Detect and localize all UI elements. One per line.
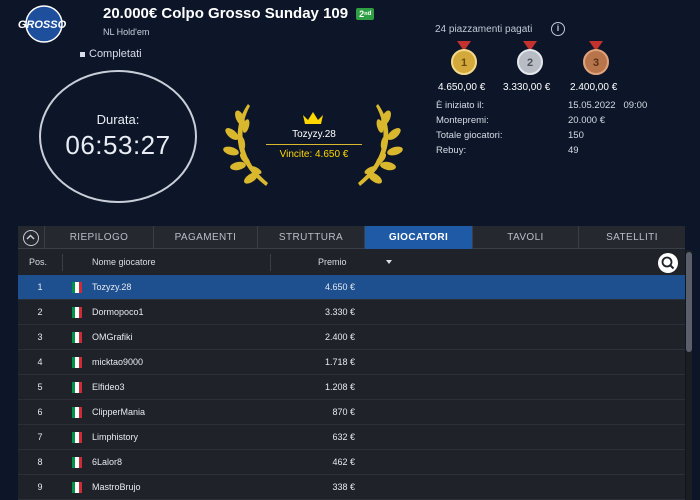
paid-places-label: 24 piazzamenti pagati	[435, 24, 533, 35]
italy-flag-icon	[72, 382, 82, 393]
laurel-wreath-icon	[223, 104, 403, 186]
tab-riepilogo[interactable]: RIEPILOGO	[44, 226, 153, 249]
tournament-info: È iniziato il: 15.05.2022 09:00 Monteprem…	[436, 100, 666, 160]
table-row[interactable]: 3 OMGrafiki 2.400 €	[18, 325, 685, 350]
players-table: 1 Tozyzy.28 4.650 € 2 Dormopoco1 3.330 €…	[18, 275, 685, 500]
table-row[interactable]: 1 Tozyzy.28 4.650 €	[18, 275, 685, 300]
search-icon	[661, 256, 675, 270]
first-prize-amount: 4.650,00 €	[438, 82, 486, 93]
info-row-rebuy: Rebuy: 49	[436, 145, 579, 156]
table-header: Pos. Nome giocatore Premio	[18, 251, 685, 274]
game-type: NL Hold'em	[103, 27, 150, 37]
info-row-start: È iniziato il: 15.05.2022 09:00	[436, 100, 648, 111]
duration-value: 06:53:27	[65, 130, 171, 160]
col-divider	[270, 254, 271, 271]
col-prize[interactable]: Premio	[318, 257, 347, 267]
table-row[interactable]: 6 ClipperMania 870 €	[18, 400, 685, 425]
silver-medal-icon: 2	[517, 41, 543, 75]
table-row[interactable]: 9 MastroBrujo 338 €	[18, 475, 685, 500]
winner-prize: Vincite: 4.650 €	[279, 149, 349, 160]
third-prize-amount: 2.400,00 €	[570, 82, 618, 93]
table-row[interactable]: 4 micktao9000 1.718 €	[18, 350, 685, 375]
svg-text:GROSSO: GROSSO	[18, 19, 67, 31]
tab-giocatori[interactable]: GIOCATORI	[364, 226, 472, 249]
italy-flag-icon	[72, 307, 82, 318]
tab-tavoli[interactable]: TAVOLI	[472, 226, 578, 249]
svg-text:2: 2	[527, 57, 533, 69]
winner-name: Tozyzy.28	[292, 129, 336, 140]
search-button[interactable]	[658, 253, 678, 273]
tournament-title: 20.000€ Colpo Grosso Sunday 109 2ⁿᵈ	[103, 5, 375, 22]
table-scrollbar[interactable]	[686, 250, 692, 500]
svg-text:1: 1	[461, 57, 467, 69]
italy-flag-icon	[72, 432, 82, 443]
svg-text:3: 3	[593, 57, 599, 69]
table-row[interactable]: 7 Limphistory 632 €	[18, 425, 685, 450]
collapse-icon[interactable]	[23, 230, 39, 246]
table-row[interactable]: 2 Dormopoco1 3.330 €	[18, 300, 685, 325]
tab-satelliti[interactable]: SATELLITI	[578, 226, 685, 249]
info-icon[interactable]: i	[551, 22, 565, 36]
second-chance-badge: 2ⁿᵈ	[356, 8, 375, 21]
bronze-medal-icon: 3	[583, 41, 609, 75]
italy-flag-icon	[72, 457, 82, 468]
crown-icon	[303, 112, 323, 124]
italy-flag-icon	[72, 332, 82, 343]
col-name[interactable]: Nome giocatore	[92, 257, 156, 267]
table-row[interactable]: 5 Elfideo3 1.208 €	[18, 375, 685, 400]
tab-pagamenti[interactable]: PAGAMENTI	[153, 226, 257, 249]
duration-clock: Durata: 06:53:27	[39, 70, 197, 203]
status-square-icon	[80, 51, 85, 57]
grosso-logo: GROSSO	[18, 5, 67, 43]
italy-flag-icon	[72, 357, 82, 368]
info-row-prizepool: Montepremi: 20.000 €	[436, 115, 605, 126]
table-row[interactable]: 8 6Lalor8 462 €	[18, 450, 685, 475]
sort-desc-icon[interactable]	[386, 260, 392, 264]
scrollbar-thumb[interactable]	[686, 252, 692, 352]
italy-flag-icon	[72, 282, 82, 293]
lobby-panel: RIEPILOGO PAGAMENTI STRUTTURA GIOCATORI …	[18, 226, 685, 500]
tab-bar: RIEPILOGO PAGAMENTI STRUTTURA GIOCATORI …	[18, 226, 685, 249]
winner-divider	[266, 144, 362, 145]
col-pos[interactable]: Pos.	[29, 257, 48, 267]
second-prize-amount: 3.330,00 €	[503, 82, 551, 93]
italy-flag-icon	[72, 482, 82, 493]
tournament-status: Completati	[80, 48, 142, 60]
tab-struttura[interactable]: STRUTTURA	[257, 226, 364, 249]
info-row-players: Totale giocatori: 150	[436, 130, 584, 141]
duration-label: Durata:	[96, 112, 140, 127]
italy-flag-icon	[72, 407, 82, 418]
col-divider	[62, 254, 63, 271]
gold-medal-icon: 1	[451, 41, 477, 75]
